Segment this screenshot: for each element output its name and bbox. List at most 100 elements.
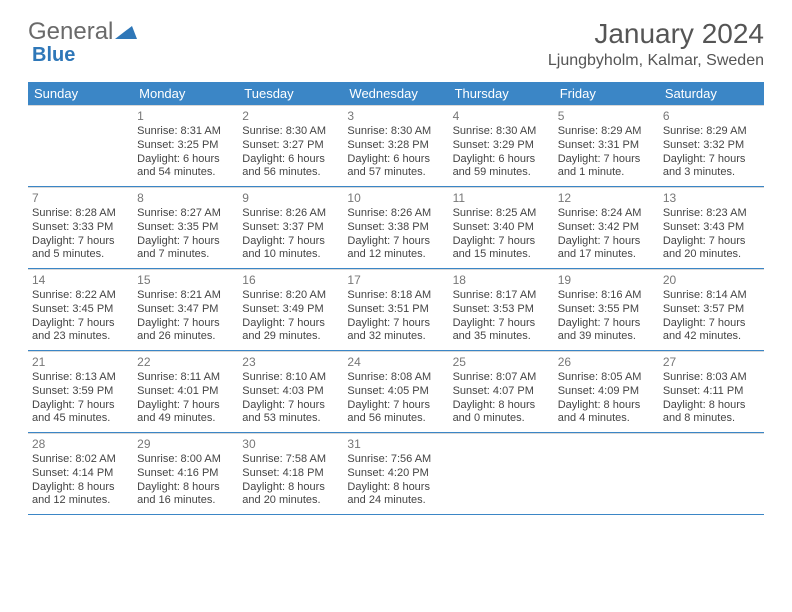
sunset-text: Sunset: 4:09 PM xyxy=(558,385,655,399)
sunrise-text: Sunrise: 8:10 AM xyxy=(242,371,339,385)
day-cell: 15Sunrise: 8:21 AMSunset: 3:47 PMDayligh… xyxy=(133,269,238,350)
sunset-text: Sunset: 3:47 PM xyxy=(137,303,234,317)
day-number: 22 xyxy=(137,355,234,370)
day-number: 14 xyxy=(32,273,129,288)
sunset-text: Sunset: 3:49 PM xyxy=(242,303,339,317)
day-cell: 16Sunrise: 8:20 AMSunset: 3:49 PMDayligh… xyxy=(238,269,343,350)
day-cell: 24Sunrise: 8:08 AMSunset: 4:05 PMDayligh… xyxy=(343,351,448,432)
logo-triangle-icon xyxy=(115,18,137,46)
sunset-text: Sunset: 4:03 PM xyxy=(242,385,339,399)
sunrise-text: Sunrise: 8:03 AM xyxy=(663,371,760,385)
day-number: 2 xyxy=(242,109,339,124)
sunset-text: Sunset: 3:38 PM xyxy=(347,221,444,235)
week-row: 21Sunrise: 8:13 AMSunset: 3:59 PMDayligh… xyxy=(28,351,764,433)
day-cell: 19Sunrise: 8:16 AMSunset: 3:55 PMDayligh… xyxy=(554,269,659,350)
day-cell xyxy=(449,433,554,514)
day-number: 3 xyxy=(347,109,444,124)
day-cell: 28Sunrise: 8:02 AMSunset: 4:14 PMDayligh… xyxy=(28,433,133,514)
sunset-text: Sunset: 3:57 PM xyxy=(663,303,760,317)
dow-cell: Tuesday xyxy=(238,82,343,105)
week-row: 1Sunrise: 8:31 AMSunset: 3:25 PMDaylight… xyxy=(28,105,764,187)
daylight-text: Daylight: 8 hours and 8 minutes. xyxy=(663,399,760,427)
sunset-text: Sunset: 4:11 PM xyxy=(663,385,760,399)
sunrise-text: Sunrise: 8:22 AM xyxy=(32,289,129,303)
daylight-text: Daylight: 7 hours and 53 minutes. xyxy=(242,399,339,427)
sunset-text: Sunset: 3:25 PM xyxy=(137,139,234,153)
daylight-text: Daylight: 8 hours and 24 minutes. xyxy=(347,481,444,509)
daylight-text: Daylight: 6 hours and 57 minutes. xyxy=(347,153,444,181)
day-cell xyxy=(659,433,764,514)
sunset-text: Sunset: 3:43 PM xyxy=(663,221,760,235)
sunrise-text: Sunrise: 8:05 AM xyxy=(558,371,655,385)
sunset-text: Sunset: 3:51 PM xyxy=(347,303,444,317)
dow-cell: Thursday xyxy=(449,82,554,105)
dow-cell: Monday xyxy=(133,82,238,105)
header: General January 2024 Ljungbyholm, Kalmar… xyxy=(0,0,792,78)
sunrise-text: Sunrise: 8:14 AM xyxy=(663,289,760,303)
sunset-text: Sunset: 3:37 PM xyxy=(242,221,339,235)
sunset-text: Sunset: 3:45 PM xyxy=(32,303,129,317)
day-number: 11 xyxy=(453,191,550,206)
sunrise-text: Sunrise: 8:25 AM xyxy=(453,207,550,221)
logo-text-general: General xyxy=(28,18,113,46)
daylight-text: Daylight: 7 hours and 56 minutes. xyxy=(347,399,444,427)
sunrise-text: Sunrise: 8:30 AM xyxy=(347,125,444,139)
day-number: 28 xyxy=(32,437,129,452)
day-number: 23 xyxy=(242,355,339,370)
day-number: 18 xyxy=(453,273,550,288)
sunset-text: Sunset: 3:27 PM xyxy=(242,139,339,153)
sunrise-text: Sunrise: 7:56 AM xyxy=(347,453,444,467)
day-number: 24 xyxy=(347,355,444,370)
day-number: 8 xyxy=(137,191,234,206)
dow-cell: Sunday xyxy=(28,82,133,105)
sunrise-text: Sunrise: 8:18 AM xyxy=(347,289,444,303)
sunset-text: Sunset: 3:31 PM xyxy=(558,139,655,153)
day-number: 16 xyxy=(242,273,339,288)
daylight-text: Daylight: 7 hours and 45 minutes. xyxy=(32,399,129,427)
sunset-text: Sunset: 4:14 PM xyxy=(32,467,129,481)
sunrise-text: Sunrise: 8:21 AM xyxy=(137,289,234,303)
day-cell: 8Sunrise: 8:27 AMSunset: 3:35 PMDaylight… xyxy=(133,187,238,268)
day-cell: 9Sunrise: 8:26 AMSunset: 3:37 PMDaylight… xyxy=(238,187,343,268)
sunset-text: Sunset: 3:59 PM xyxy=(32,385,129,399)
weeks-container: 1Sunrise: 8:31 AMSunset: 3:25 PMDaylight… xyxy=(28,105,764,515)
day-cell: 1Sunrise: 8:31 AMSunset: 3:25 PMDaylight… xyxy=(133,105,238,186)
sunset-text: Sunset: 3:55 PM xyxy=(558,303,655,317)
location-text: Ljungbyholm, Kalmar, Sweden xyxy=(548,52,764,70)
sunset-text: Sunset: 3:40 PM xyxy=(453,221,550,235)
day-cell: 14Sunrise: 8:22 AMSunset: 3:45 PMDayligh… xyxy=(28,269,133,350)
month-title: January 2024 xyxy=(548,18,764,50)
sunrise-text: Sunrise: 8:08 AM xyxy=(347,371,444,385)
sunset-text: Sunset: 3:42 PM xyxy=(558,221,655,235)
day-number: 9 xyxy=(242,191,339,206)
dow-cell: Wednesday xyxy=(343,82,448,105)
dow-cell: Friday xyxy=(554,82,659,105)
day-number: 25 xyxy=(453,355,550,370)
sunrise-text: Sunrise: 8:24 AM xyxy=(558,207,655,221)
day-cell: 30Sunrise: 7:58 AMSunset: 4:18 PMDayligh… xyxy=(238,433,343,514)
daylight-text: Daylight: 7 hours and 5 minutes. xyxy=(32,235,129,263)
sunset-text: Sunset: 3:35 PM xyxy=(137,221,234,235)
day-cell: 31Sunrise: 7:56 AMSunset: 4:20 PMDayligh… xyxy=(343,433,448,514)
daylight-text: Daylight: 7 hours and 49 minutes. xyxy=(137,399,234,427)
dow-cell: Saturday xyxy=(659,82,764,105)
title-block: January 2024 Ljungbyholm, Kalmar, Sweden xyxy=(548,18,764,70)
day-cell: 21Sunrise: 8:13 AMSunset: 3:59 PMDayligh… xyxy=(28,351,133,432)
day-number: 30 xyxy=(242,437,339,452)
day-number: 21 xyxy=(32,355,129,370)
day-number: 12 xyxy=(558,191,655,206)
daylight-text: Daylight: 8 hours and 4 minutes. xyxy=(558,399,655,427)
day-cell: 22Sunrise: 8:11 AMSunset: 4:01 PMDayligh… xyxy=(133,351,238,432)
sunset-text: Sunset: 4:01 PM xyxy=(137,385,234,399)
day-number: 7 xyxy=(32,191,129,206)
day-number: 31 xyxy=(347,437,444,452)
daylight-text: Daylight: 6 hours and 59 minutes. xyxy=(453,153,550,181)
daylight-text: Daylight: 8 hours and 20 minutes. xyxy=(242,481,339,509)
day-cell: 13Sunrise: 8:23 AMSunset: 3:43 PMDayligh… xyxy=(659,187,764,268)
day-cell: 10Sunrise: 8:26 AMSunset: 3:38 PMDayligh… xyxy=(343,187,448,268)
day-number: 13 xyxy=(663,191,760,206)
day-cell: 12Sunrise: 8:24 AMSunset: 3:42 PMDayligh… xyxy=(554,187,659,268)
sunset-text: Sunset: 3:33 PM xyxy=(32,221,129,235)
day-cell: 6Sunrise: 8:29 AMSunset: 3:32 PMDaylight… xyxy=(659,105,764,186)
sunrise-text: Sunrise: 8:11 AM xyxy=(137,371,234,385)
